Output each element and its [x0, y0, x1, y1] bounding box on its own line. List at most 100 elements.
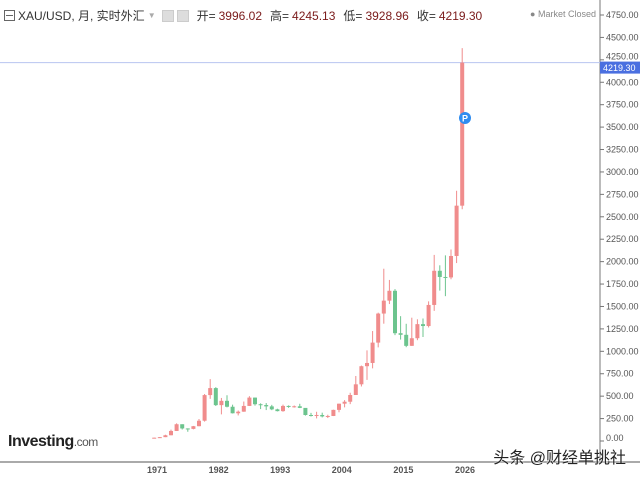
logo-main: Investing	[8, 433, 74, 450]
y-tick-label: 2500.00	[606, 212, 639, 222]
close-label: 收=	[416, 9, 436, 23]
candle-body	[314, 414, 319, 416]
last-price-label: 4219.30	[603, 63, 636, 73]
candle-body	[236, 411, 241, 414]
y-tick-label: 4250.00	[606, 52, 639, 62]
candle-body	[241, 405, 246, 412]
candle-body	[269, 406, 274, 410]
x-tick-label: 2004	[332, 465, 352, 475]
candle-body	[292, 406, 297, 408]
y-tick-label: 1750.00	[606, 279, 639, 289]
candle-body	[297, 406, 302, 408]
candle-body	[353, 384, 358, 395]
candle-body	[460, 62, 465, 206]
logo-suffix: .com	[73, 435, 99, 449]
y-tick-label: 4750.00	[606, 10, 639, 20]
y-tick-label: 750.00	[606, 369, 634, 379]
candle-body	[426, 304, 431, 327]
candle-body	[286, 405, 291, 407]
investing-logo: Investing.com	[8, 433, 98, 451]
candle-body	[213, 388, 218, 406]
candle-body	[157, 437, 162, 439]
collapse-icon[interactable]	[4, 10, 15, 21]
dropdown-icon[interactable]: ▼	[147, 11, 156, 20]
x-tick-label: 2026	[455, 465, 475, 475]
y-tick-label: 250.00	[606, 414, 634, 424]
candle-body	[381, 300, 386, 314]
candle-body	[197, 420, 201, 427]
x-tick-label: 1982	[209, 465, 229, 475]
x-tick-label: 1971	[147, 465, 167, 475]
low-label: 低=	[343, 9, 363, 23]
open-value: 3996.02	[218, 8, 263, 23]
candle-body	[404, 334, 409, 346]
candle-body	[281, 405, 285, 412]
candle-body	[387, 290, 392, 301]
candle-body	[365, 362, 369, 367]
candle-body	[342, 401, 347, 404]
x-tick-label: 2015	[393, 465, 413, 475]
candle-body	[174, 424, 179, 431]
candle-body	[208, 388, 213, 396]
candle-body	[219, 400, 224, 406]
y-tick-label: 3750.00	[606, 100, 639, 110]
candle-body	[370, 342, 375, 363]
candle-body	[348, 394, 353, 402]
candle-body	[275, 409, 280, 412]
candle-body	[337, 403, 341, 410]
candle-body	[264, 405, 269, 407]
candle-body	[325, 415, 330, 417]
candle-body	[253, 397, 257, 405]
y-tick-label: 1000.00	[606, 346, 639, 356]
candle-body	[230, 406, 235, 414]
market-status-text: Market Closed	[537, 9, 596, 19]
candle-body	[320, 414, 325, 417]
y-tick-label: 1250.00	[606, 324, 639, 334]
candle-body	[449, 255, 453, 278]
y-tick-label: 3500.00	[606, 122, 639, 132]
candle-body	[437, 270, 442, 277]
close-value: 4219.30	[438, 8, 483, 23]
candle-body	[421, 324, 425, 327]
candle-body	[398, 333, 403, 335]
candle-body	[443, 276, 448, 278]
y-tick-label: 3250.00	[606, 145, 639, 155]
symbol-title[interactable]: XAU/USD, 月, 实时外汇	[18, 9, 145, 23]
candle-body	[432, 270, 437, 305]
candle-body	[359, 366, 364, 385]
candle-body	[152, 437, 157, 439]
chart-header: XAU/USD, 月, 实时外汇 ▼ 开= 3996.02 高= 4245.13 低…	[4, 7, 482, 24]
y-tick-label: 500.00	[606, 391, 634, 401]
candle-body	[169, 430, 173, 436]
y-tick-label: 3000.00	[606, 167, 639, 177]
candle-body	[225, 400, 229, 407]
y-tick-label: 4000.00	[606, 77, 639, 87]
x-tick-label: 1993	[270, 465, 290, 475]
last-price-badge	[600, 61, 640, 74]
candle-body	[409, 338, 414, 346]
candle-body	[247, 397, 252, 406]
candle-body	[415, 324, 420, 339]
candle-body	[163, 435, 168, 438]
candle-body	[309, 414, 313, 416]
candle-body	[331, 409, 336, 416]
high-value: 4245.13	[292, 8, 336, 23]
candle-body	[202, 395, 207, 421]
market-status: ● Market Closed	[530, 9, 596, 19]
indicator-icon[interactable]	[176, 9, 189, 22]
y-tick-label: 2000.00	[606, 257, 639, 267]
open-label: 开=	[196, 9, 216, 23]
y-tick-label: 4500.00	[606, 32, 639, 42]
low-value: 3928.96	[365, 8, 409, 23]
y-tick-label: 0.00	[606, 433, 624, 443]
y-tick-label: 1500.00	[606, 301, 639, 311]
settings-icon[interactable]	[161, 9, 174, 22]
candle-body	[258, 404, 263, 406]
candle-body	[191, 426, 196, 429]
p-marker	[459, 112, 471, 124]
high-label: 高=	[270, 9, 290, 23]
watermark: 头条 @财经单挑社	[493, 450, 626, 467]
candle-body	[180, 424, 185, 429]
